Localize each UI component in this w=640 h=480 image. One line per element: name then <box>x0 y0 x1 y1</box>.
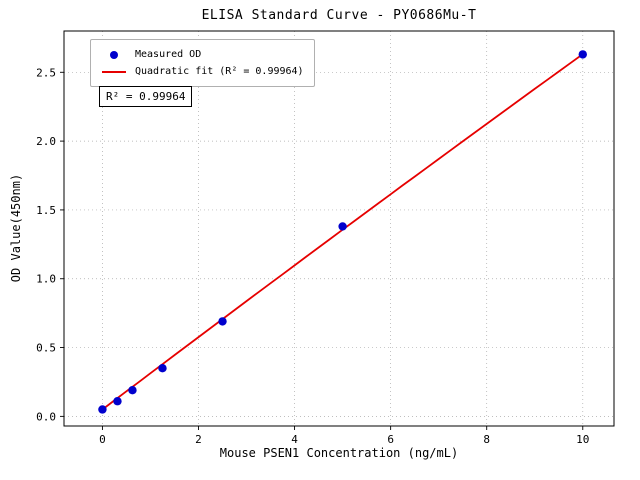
quadratic-fit-line <box>101 53 584 411</box>
data-point <box>128 386 137 395</box>
x-tick-label: 6 <box>387 433 394 446</box>
y-tick-label: 1.5 <box>36 204 56 217</box>
legend-swatch <box>99 50 129 59</box>
x-tick-label: 8 <box>483 433 490 446</box>
legend-swatch <box>99 70 129 73</box>
y-tick-label: 2.5 <box>36 66 56 79</box>
chart-title: ELISA Standard Curve - PY0686Mu-T <box>201 8 477 23</box>
y-axis-label: OD Value(450nm) <box>9 173 23 283</box>
x-axis-label: Mouse PSEN1 Concentration (ng/mL) <box>219 446 459 460</box>
y-tick-label: 1.0 <box>36 273 56 286</box>
data-point <box>98 405 107 414</box>
x-tick-label: 0 <box>99 433 106 446</box>
data-point <box>113 397 122 406</box>
x-tick-label: 4 <box>291 433 298 446</box>
y-tick-label: 0.5 <box>36 342 56 355</box>
data-point <box>218 317 227 326</box>
legend: Measured OD Quadratic fit (R² = 0.99964) <box>90 39 315 87</box>
scatter-marker-icon <box>110 50 118 59</box>
plot-border <box>63 30 615 427</box>
data-point <box>158 363 167 373</box>
fit-line-icon <box>102 70 126 73</box>
y-tick-label: 0.0 <box>36 410 56 423</box>
legend-label-quadratic-fit: Quadratic fit (R² = 0.99964) <box>135 66 304 77</box>
x-tick-label: 2 <box>195 433 202 446</box>
r-squared-annotation: R² = 0.99964 <box>99 86 193 107</box>
data-point <box>338 222 347 231</box>
legend-item-measured-od: Measured OD <box>99 46 304 63</box>
x-tick-label: 10 <box>576 433 589 446</box>
data-point <box>578 50 587 59</box>
y-tick-label: 2.0 <box>36 135 56 148</box>
legend-item-quadratic-fit: Quadratic fit (R² = 0.99964) <box>99 63 304 80</box>
legend-label-measured-od: Measured OD <box>135 49 202 60</box>
